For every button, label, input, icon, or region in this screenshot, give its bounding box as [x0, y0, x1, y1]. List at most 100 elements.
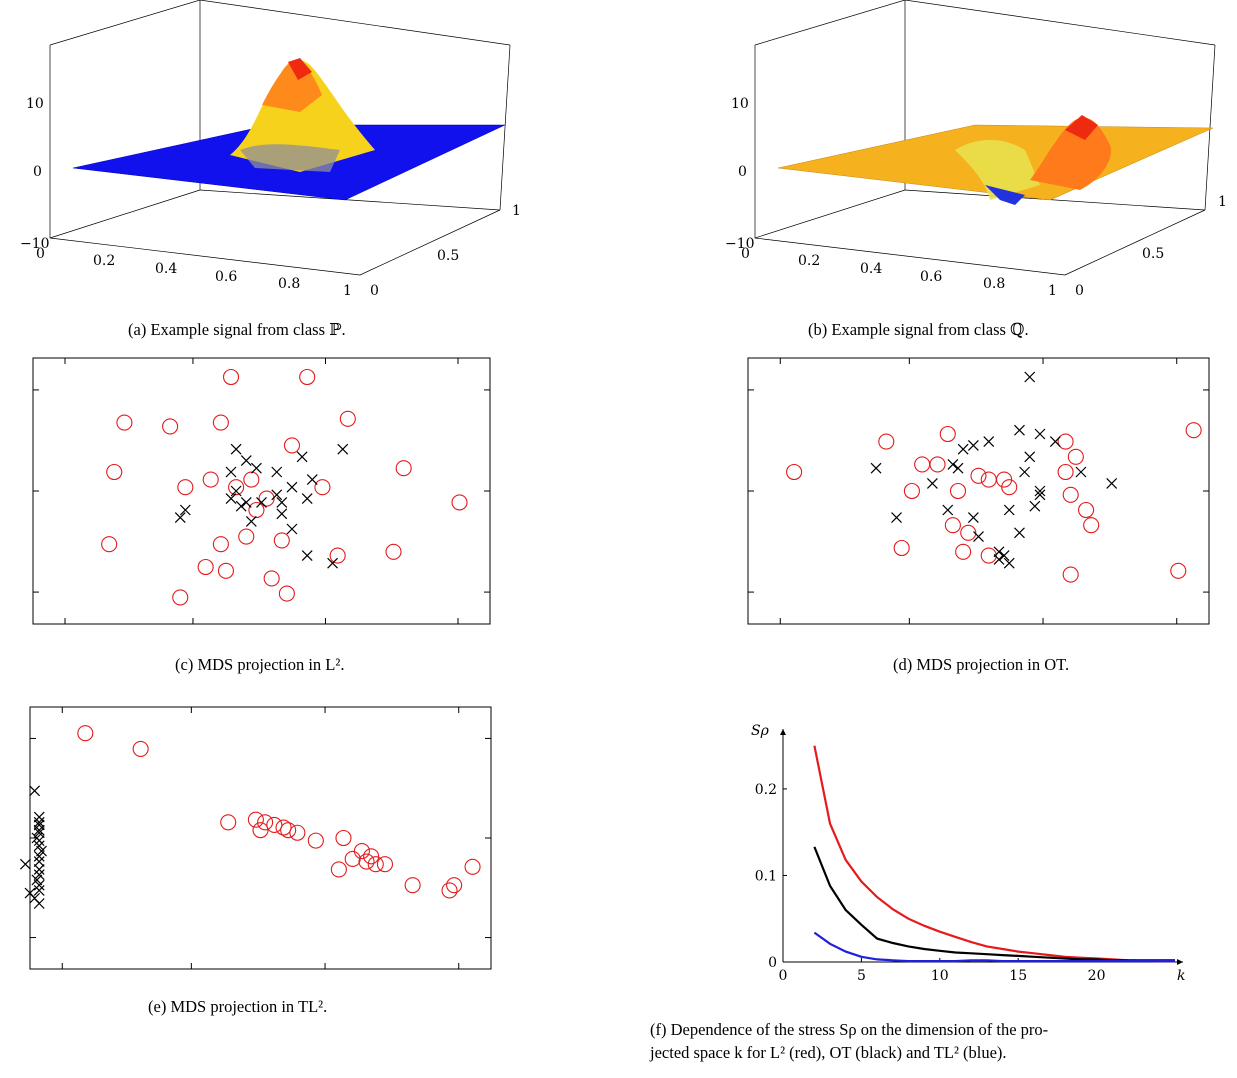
panel-c-circle-point [263, 570, 280, 587]
panel-e-cross-point [33, 864, 45, 875]
panel-e-circle-point [257, 814, 274, 831]
panel-c-cross-point [250, 462, 262, 474]
panel-c-cross-point [286, 481, 298, 493]
panel-c-circle-point [197, 558, 214, 576]
panel-b-y-tick: 0.5 [1142, 246, 1164, 262]
panel-f-y-tick-label: 0.1 [755, 868, 777, 884]
panel-a-x-tick: 0.6 [215, 269, 237, 285]
panel-c-circle-point [222, 368, 240, 386]
caption-d: (d) MDS projection in OT. [893, 655, 1069, 674]
panel-d-circle-point [786, 463, 803, 481]
panel-c-circle-point [177, 479, 194, 496]
caption-f-line1: (f) Dependence of the stress Sρ on the d… [650, 1020, 1048, 1039]
panel-c: (c) MDS projection in L². [32, 357, 491, 674]
panel-d-cross-point [998, 550, 1010, 562]
panel-d-circle-point [914, 456, 931, 473]
panel-a-z-tick: 0 [33, 164, 42, 180]
panel-f-y-label: Sρ [751, 723, 770, 739]
panel-e-cross-point [33, 850, 45, 862]
panel-c-circle-point [273, 532, 290, 549]
panel-d-circle-point [929, 456, 946, 473]
panel-d-circle-point [1057, 463, 1074, 481]
panel-f-y-arrow [780, 729, 786, 735]
panel-c-circle-point [101, 536, 118, 553]
panel-e-circle-point [280, 822, 297, 839]
panel-e-cross-point [33, 827, 45, 839]
panel-f-y-tick-label: 0 [768, 955, 777, 971]
panel-c-circle-point [395, 460, 412, 477]
panel-e-circle-point [441, 882, 458, 899]
panel-c-circle-point [258, 490, 275, 507]
panel-c-circle-point [283, 437, 301, 454]
panel-d-cross-point [1014, 424, 1025, 436]
panel-e-circle-point [358, 853, 375, 870]
caption-f-line2: jected space k for L² (red), OT (black) … [649, 1043, 1007, 1062]
panel-c-cross-point [327, 557, 339, 569]
panel-f-y-tick-label: 0.2 [755, 782, 777, 798]
panel-f: (f) Dependence of the stress Sρ on the d… [649, 723, 1200, 1062]
panel-c-circle-point [329, 547, 346, 564]
panel-d-cross-point [926, 477, 938, 489]
panel-c-cross-point [230, 443, 242, 455]
panel-e-circle-point [252, 822, 269, 839]
panel-e-cross-point [19, 858, 31, 870]
panel-d-circle-point [1170, 562, 1187, 579]
panel-f-x-tick-label: 5 [857, 968, 866, 984]
panel-e-cross-point [33, 819, 45, 831]
panel-d-cross-point [973, 531, 984, 543]
panel-f-x-label: k [1177, 968, 1185, 984]
panel-e-cross-point [33, 835, 45, 847]
panel-e-cross-point [33, 811, 45, 823]
panel-b-y-tick: 1 [1218, 194, 1227, 210]
panel-f-series-line-blue [813, 931, 1175, 963]
panel-c-cross-point [276, 496, 288, 508]
panel-e-circle-point [247, 811, 264, 828]
panel-d-cross-point [1034, 428, 1046, 440]
panel-d-circle-point [1078, 501, 1095, 519]
panel-b-x-tick: 0 [741, 246, 750, 262]
panel-c-circle-point [248, 501, 265, 519]
caption-b: (b) Example signal from class ℚ. [808, 320, 1029, 339]
panel-c-circle-point [451, 494, 468, 511]
panel-d-cross-point [870, 462, 882, 474]
panel-f-x-tick-label: 10 [931, 968, 949, 984]
panel-c-circle-point [238, 528, 255, 545]
panel-c-cross-point [240, 496, 252, 508]
panel-c-circle-point [299, 368, 316, 386]
panel-e-circle-point [307, 832, 324, 849]
panel-b-z-tick: 0 [738, 164, 747, 180]
caption-e: (e) MDS projection in TL². [148, 997, 327, 1016]
panel-c-circle-point [202, 471, 219, 488]
panel-c-cross-point [276, 508, 288, 520]
panel-c-circle-point [172, 589, 189, 606]
panel-b-x-tick: 0.2 [798, 253, 820, 269]
panel-c-cross-point [296, 451, 308, 463]
panel-d-circle-point [893, 539, 910, 557]
panel-c-circle-point [217, 562, 235, 579]
panel-e-circle-point [289, 824, 306, 841]
panel-a-x-tick: 1 [343, 283, 352, 299]
panel-e-cross-point [33, 824, 45, 836]
panel-c-circle-point [339, 410, 356, 427]
panel-c-circle-point [106, 463, 123, 481]
panel-a-y-tick: 0.5 [437, 248, 459, 264]
panel-d-cross-point [1003, 557, 1015, 569]
panel-b-x-tick: 1 [1048, 283, 1057, 299]
panel-c-frame [32, 357, 491, 625]
panel-e-circle-point [132, 740, 149, 757]
panel-d-circle-point [944, 517, 961, 534]
panel-c-circle-point [278, 585, 295, 602]
caption-a: (a) Example signal from class ℙ. [128, 320, 346, 339]
panel-e-circle-point [335, 829, 352, 847]
panel-d-circle-point [1185, 422, 1202, 439]
panel-e-cross-point [29, 785, 41, 797]
panel-a-x-tick: 0 [36, 246, 45, 262]
panel-e-cross-point [36, 845, 47, 857]
panel-d-cross-point [1024, 451, 1036, 463]
panel-d-circle-point [1062, 566, 1079, 583]
panel-c-cross-point [306, 474, 318, 486]
panel-c-cross-point [245, 515, 257, 527]
panel-a-x-tick: 0.4 [155, 261, 177, 277]
panel-b-z-tick: 10 [731, 96, 749, 112]
